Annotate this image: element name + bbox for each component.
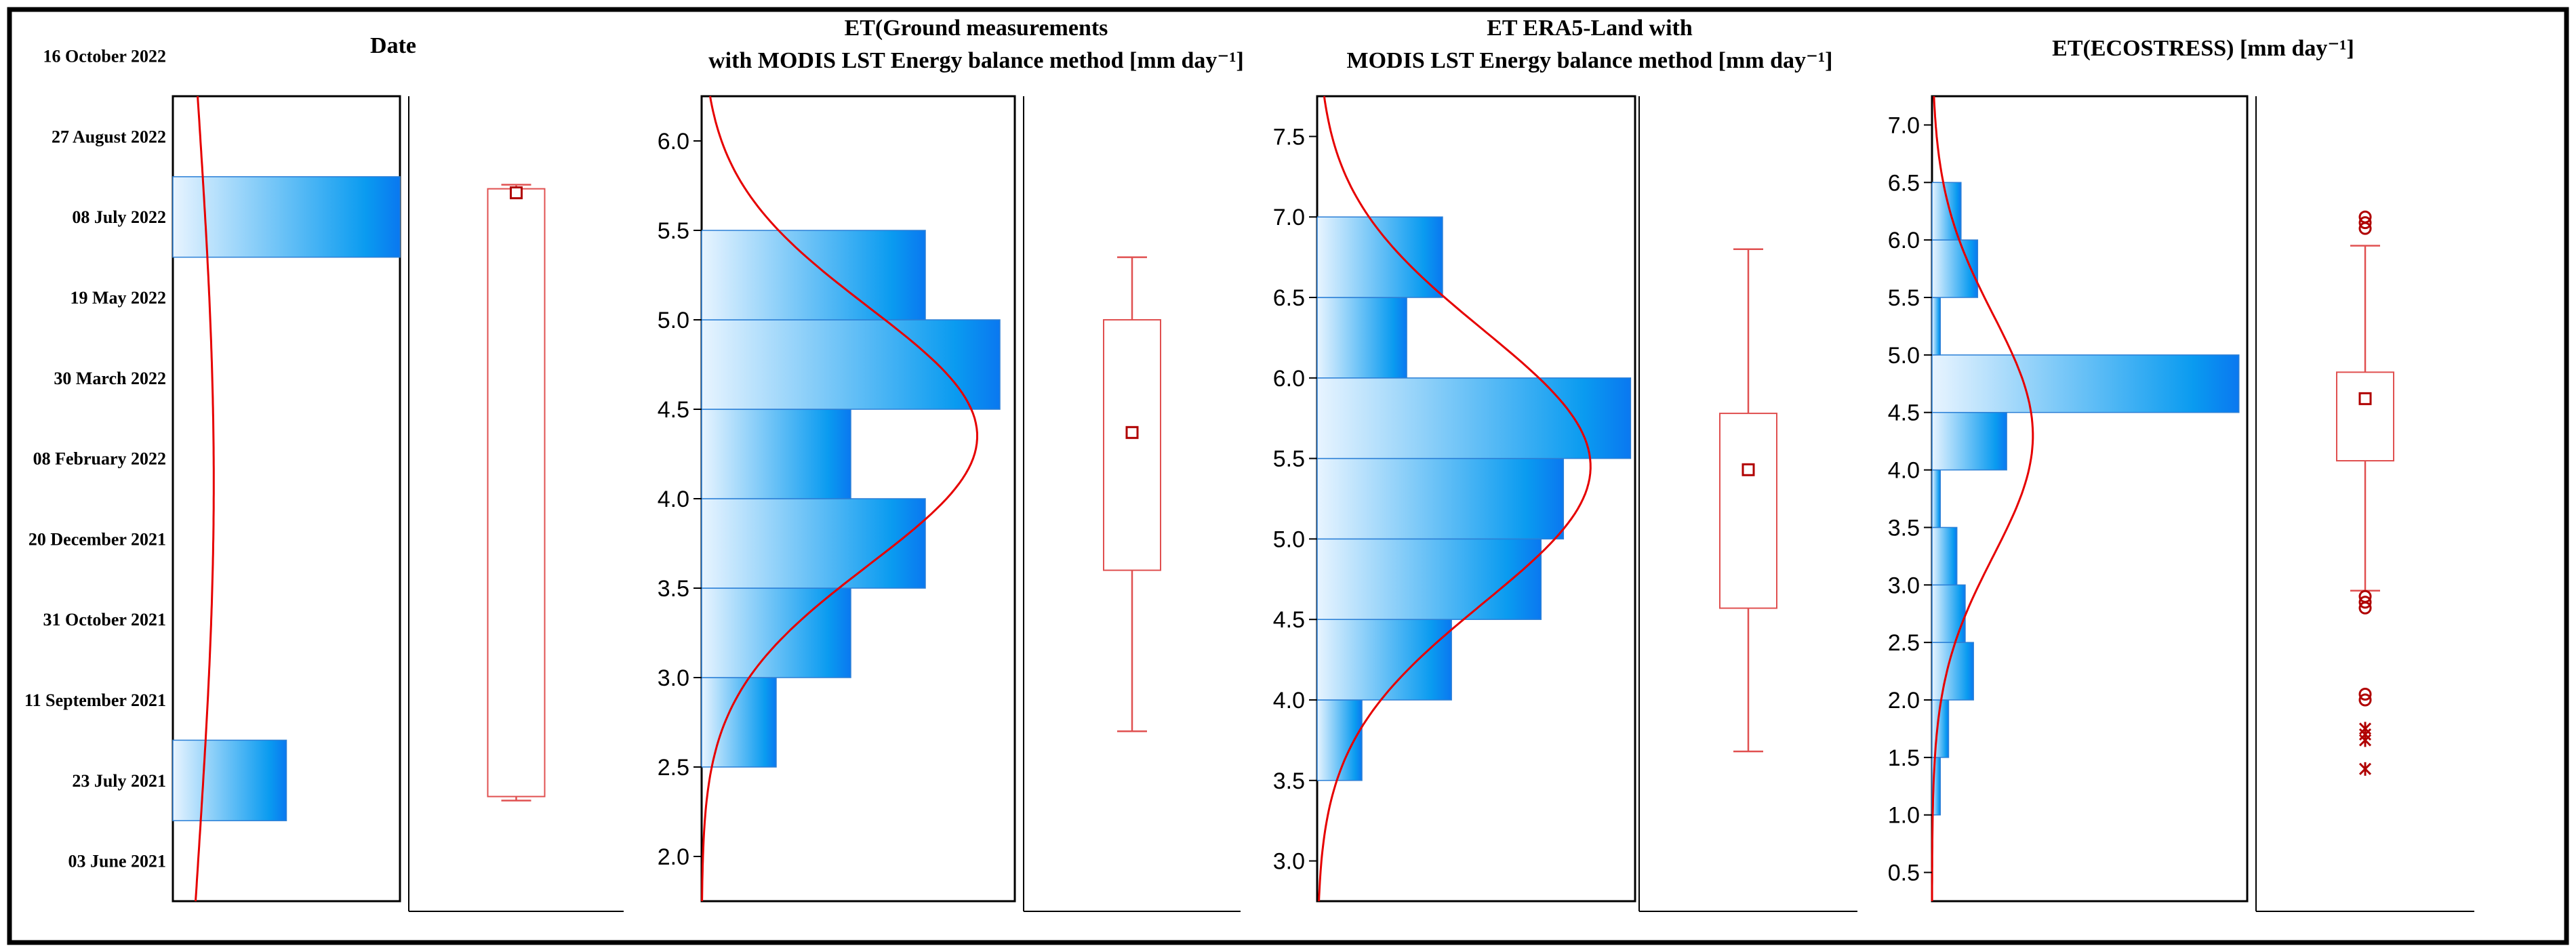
y-tick-label: 4.0 (1273, 688, 1305, 713)
y-tick-label: 4.5 (1273, 607, 1305, 633)
histogram-bar (701, 319, 1001, 410)
y-tick-label: 5.0 (1888, 343, 1920, 369)
date-tick-label: 08 February 2022 (33, 449, 166, 469)
outlier-marker (2358, 688, 2372, 701)
y-tick-label: 4.5 (1888, 400, 1920, 426)
y-tick-label: 1.5 (1888, 745, 1920, 771)
panel-title-line: MODIS LST Energy balance method [mm day⁻… (1347, 48, 1833, 73)
date-tick-label: 11 September 2021 (24, 690, 166, 710)
date-tick-label: 20 December 2021 (28, 529, 166, 549)
panel-4: 0.5 1.0 1.5 2.0 2.5 3.0 3.5 4.0 4.5 5.0 5.5 6.0 6.5 7… (1888, 36, 2474, 912)
y-tick-label: 3.5 (658, 576, 689, 602)
y-tick-label: 3.0 (1273, 849, 1305, 875)
histogram-bar (1931, 411, 2007, 471)
date-tick-label: 27 August 2022 (52, 127, 166, 146)
panel-2: 2.0 2.5 3.0 3.5 4.0 4.5 5.0 5.5 6.0 ET(Ground mea… (658, 16, 1244, 912)
panel-title-line: with MODIS LST Energy balance method [mm… (708, 48, 1244, 73)
date-tick-label: 16 October 2022 (43, 47, 167, 66)
y-tick-label: 6.5 (1273, 285, 1305, 311)
panel-1: 03 June 2021 23 July 2021 11 September 202… (24, 33, 624, 912)
y-tick-label: 5.5 (658, 218, 689, 244)
boxplot-mean-marker (1742, 463, 1755, 476)
boxplot-box (2336, 371, 2394, 461)
y-tick-label: 7.5 (1273, 124, 1305, 150)
y-tick-label: 7.0 (1888, 112, 1920, 138)
histogram-frame (172, 95, 401, 903)
outlier-marker (2358, 693, 2372, 707)
y-tick-label: 2.0 (1888, 688, 1920, 713)
histogram-bar (172, 739, 287, 821)
panel-title-line: Date (370, 33, 416, 58)
y-tick-label: 2.5 (658, 755, 689, 781)
date-tick-label: 31 October 2021 (43, 610, 167, 629)
outlier-marker (2358, 601, 2372, 615)
y-tick-label: 5.5 (1888, 285, 1920, 311)
histogram-bar (1931, 584, 1966, 643)
histogram-bar (701, 409, 851, 499)
y-tick-label: 3.5 (1273, 768, 1305, 794)
date-tick-label: 03 June 2021 (68, 852, 166, 871)
boxplot-mean-marker (510, 186, 523, 200)
date-tick-label: 30 March 2022 (54, 369, 166, 388)
histogram-bar (1931, 297, 1941, 356)
histogram-bar (1931, 469, 1941, 529)
extreme-marker (2358, 762, 2372, 776)
histogram-bar (701, 498, 926, 589)
y-tick-label: 6.0 (1888, 228, 1920, 253)
y-tick-label: 2.5 (1888, 630, 1920, 656)
y-tick-label: 0.5 (1888, 861, 1920, 886)
extreme-marker (2358, 733, 2372, 747)
panel-3: 3.0 3.5 4.0 4.5 5.0 5.5 6.0 6.5 7.0 7.5 ET ERA5-La… (1273, 16, 1857, 912)
panel-title-line: ET(Ground measurements (845, 16, 1108, 41)
histogram-bar (701, 230, 926, 320)
histogram-bar (1316, 297, 1407, 379)
date-tick-label: 08 July 2022 (72, 207, 166, 227)
date-tick-label: 23 July 2021 (72, 771, 166, 791)
histogram-bar (701, 587, 851, 678)
histogram-frame (1931, 95, 2249, 903)
outlier-marker (2358, 596, 2372, 609)
normal-curve (701, 96, 978, 902)
outer-frame (7, 7, 2569, 945)
y-tick-label: 7.0 (1273, 205, 1305, 230)
y-tick-label: 2.0 (658, 844, 689, 870)
panel-title-line: ET(ECOSTRESS) [mm day⁻¹] (2052, 36, 2354, 61)
y-tick-label: 5.5 (1273, 447, 1305, 472)
histogram-bar (1931, 354, 2240, 413)
boxplot-box (487, 188, 546, 798)
y-tick-label: 6.5 (1888, 170, 1920, 196)
y-tick-label: 4.0 (1888, 458, 1920, 484)
date-tick-label: 19 May 2022 (70, 288, 166, 308)
histogram-bar (1316, 619, 1452, 701)
histogram-bar (1316, 377, 1632, 459)
y-tick-label: 6.0 (1273, 366, 1305, 392)
outlier-marker (2358, 222, 2372, 235)
y-tick-label: 1.0 (1888, 803, 1920, 829)
histogram-bar (1316, 216, 1443, 298)
y-tick-label: 5.0 (1273, 526, 1305, 552)
y-tick-label: 4.0 (658, 487, 689, 512)
panel-title-line: ET ERA5-Land with (1487, 16, 1693, 41)
histogram-bar (172, 176, 401, 258)
histogram-bar (1316, 457, 1565, 540)
y-tick-label: 3.0 (1888, 573, 1920, 598)
boxplot-box (1103, 319, 1161, 571)
y-tick-label: 6.0 (658, 129, 689, 154)
y-tick-label: 3.5 (1888, 515, 1920, 541)
panels: 03 June 2021 23 July 2021 11 September 202… (24, 16, 2474, 912)
normal-curve (1931, 96, 2034, 901)
normal-curve (1318, 96, 1592, 902)
outlier-marker (2358, 216, 2372, 230)
histogram-bar (701, 677, 777, 768)
y-tick-label: 4.5 (658, 397, 689, 423)
y-tick-label: 5.0 (658, 308, 689, 333)
boxplot-mean-marker (2358, 392, 2372, 405)
normal-curve (195, 96, 215, 902)
histogram-bar (1931, 526, 1958, 586)
histogram-bar (1316, 538, 1542, 620)
boxplot-mean-marker (1125, 426, 1139, 439)
boxplot-box (1719, 413, 1777, 609)
y-tick-label: 3.0 (658, 665, 689, 691)
